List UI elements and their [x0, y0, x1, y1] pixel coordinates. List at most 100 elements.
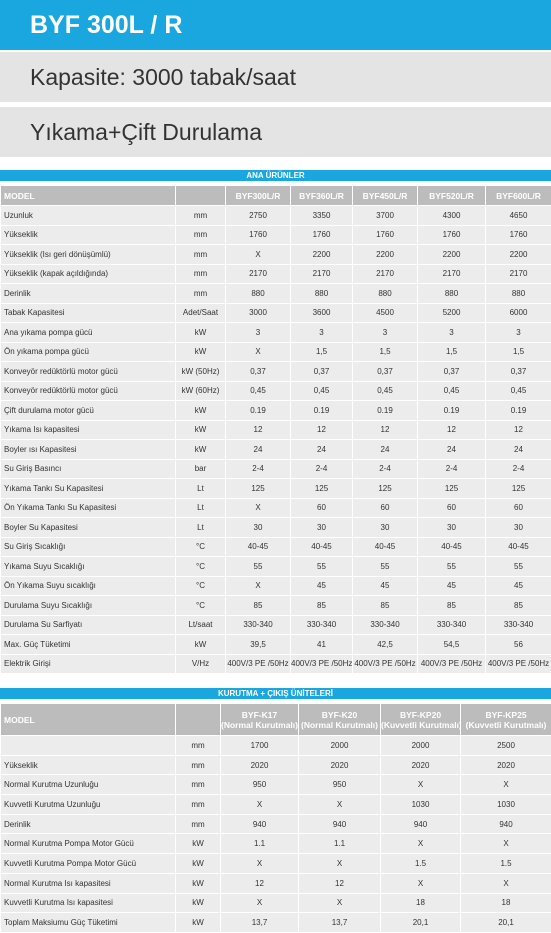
cell: 880	[290, 283, 353, 304]
cell: X	[225, 244, 291, 265]
row: Elektrik Girişi V/Hz 400V/3 PE /50Hz 400V/3…	[0, 653, 551, 674]
row-label: Boyler ısı Kapasitesi	[0, 439, 176, 460]
row: Normal Kurutma Uzunluğu mm 950 950 X X	[0, 774, 551, 796]
cell: 2000	[298, 735, 381, 756]
cell: X	[220, 853, 299, 874]
cell: °C	[175, 556, 226, 577]
cell: 3	[225, 322, 291, 343]
cell: X	[225, 575, 291, 596]
row-label: Derinlik	[0, 813, 176, 835]
cell: °C	[175, 595, 226, 616]
row-label: Boyler Su Kapasitesi	[0, 517, 176, 538]
cell: 3	[417, 322, 486, 343]
cell: 0,37	[225, 361, 291, 382]
cell: 20,1	[460, 912, 551, 933]
cell	[0, 735, 176, 756]
cell: 940	[460, 813, 551, 835]
cell: 125	[225, 478, 291, 499]
cell: 56	[485, 634, 551, 655]
cell: V/Hz	[175, 653, 226, 674]
cell: 0.19	[225, 400, 291, 421]
row: Yıkama Tankı Su Kapasitesi Lt 125 125 125 125…	[0, 478, 551, 499]
cell: X	[298, 794, 381, 815]
cell: 45	[290, 575, 353, 596]
cell: X	[298, 853, 381, 874]
cell: 39,5	[225, 634, 291, 655]
row-label: Ana yıkama pompa gücü	[0, 322, 176, 343]
cell: 54,5	[417, 634, 486, 655]
header-line: BYF-K20	[321, 709, 358, 720]
cell: 940	[298, 813, 381, 835]
cell: 940	[220, 813, 299, 835]
row-label: Yükseklik (Isı geri dönüşümlü)	[0, 244, 176, 265]
header-cell: MODEL	[0, 185, 176, 206]
cell: X	[298, 892, 381, 914]
cell: 2000	[380, 735, 461, 756]
cell: mm	[175, 244, 226, 265]
cell: 1700	[220, 735, 299, 756]
header-cell: BYF520L/R	[417, 185, 486, 206]
cell: 2020	[220, 754, 299, 776]
row: Max. Güç Tüketimi kW 39,5 41 42,5 54,5 56	[0, 634, 551, 655]
header-line: BYF-KP20	[399, 709, 442, 720]
cell: 1760	[417, 224, 486, 245]
cell: 0.19	[290, 400, 353, 421]
cell: 4500	[352, 302, 418, 323]
cell: 24	[225, 439, 291, 460]
cell: 0,37	[352, 361, 418, 382]
cell: 3350	[290, 205, 353, 226]
row: Ön Yıkama Tankı Su Kapasitesi Lt X 60 60 60 60	[0, 497, 551, 518]
row-label: Ön yıkama pompa gücü	[0, 341, 176, 362]
cell: X	[380, 872, 461, 894]
cell: mm	[175, 813, 221, 835]
cell: 12	[220, 872, 299, 894]
cell: 880	[417, 283, 486, 304]
cell: 4650	[485, 205, 551, 226]
cell: 85	[485, 595, 551, 616]
cell: 40-45	[290, 536, 353, 557]
cell: 2-4	[290, 458, 353, 479]
row-label: Konveyör redüktörlü motor gücü	[0, 361, 176, 382]
row: Tabak Kapasitesi Adet/Saat 3000 3600 4500 520…	[0, 302, 551, 323]
main-table: ANA ÜRÜNLER MODEL BYF300L/R BYF360L/R BYF450…	[0, 170, 551, 674]
row-label: Tabak Kapasitesi	[0, 302, 176, 323]
row: Kuvvetli Kurutma Pompa Motor Gücü kW X X 1.5…	[0, 853, 551, 874]
row-label: Su Giriş Sıcaklığı	[0, 536, 176, 557]
product-title: BYF 300L / R	[0, 0, 551, 50]
row: Normal Kurutma Isı kapasitesi kW 12 12 X X	[0, 872, 551, 894]
header-line: (Kuvvetli Kurutmalı)	[465, 719, 547, 730]
cell: 880	[225, 283, 291, 304]
row-label: Max. Güç Tüketimi	[0, 634, 176, 655]
row: Boyler ısı Kapasitesi kW 24 24 24 24 24	[0, 439, 551, 460]
cell: Lt	[175, 497, 226, 518]
cell: 85	[352, 595, 418, 616]
cell: 2-4	[417, 458, 486, 479]
cell: 13,7	[298, 912, 381, 933]
cell: mm	[175, 283, 226, 304]
cell: 3000	[225, 302, 291, 323]
cell: 3	[290, 322, 353, 343]
cell: 3700	[352, 205, 418, 226]
row-label: Ön Yıkama Suyu sıcaklığı	[0, 575, 176, 596]
cell: mm	[175, 224, 226, 245]
cell: 40-45	[417, 536, 486, 557]
cell: 40-45	[225, 536, 291, 557]
cell: 42,5	[352, 634, 418, 655]
cell: mm	[175, 263, 226, 284]
table-title: KURUTMA + ÇIKIŞ ÜNİTELERİ	[0, 688, 551, 699]
row-label: Konveyör redüktörlü motor gücü	[0, 380, 176, 401]
cell: 12	[352, 419, 418, 440]
cell: mm	[175, 205, 226, 226]
cell: 1.1	[220, 833, 299, 855]
row-label: Yıkama Suyu Sıcaklığı	[0, 556, 176, 577]
cell: X	[220, 892, 299, 914]
cell: 41	[290, 634, 353, 655]
row-label: Kuvvetli Kurutma Pompa Motor Gücü	[0, 853, 176, 874]
cell: kW	[175, 634, 226, 655]
cell: 1.1	[298, 833, 381, 855]
cell: 2-4	[352, 458, 418, 479]
cell: 2020	[460, 754, 551, 776]
row: Kuvvetli Kurutma Uzunluğu mm X X 1030 1030	[0, 794, 551, 815]
cell: 2-4	[485, 458, 551, 479]
cell: 950	[298, 774, 381, 796]
